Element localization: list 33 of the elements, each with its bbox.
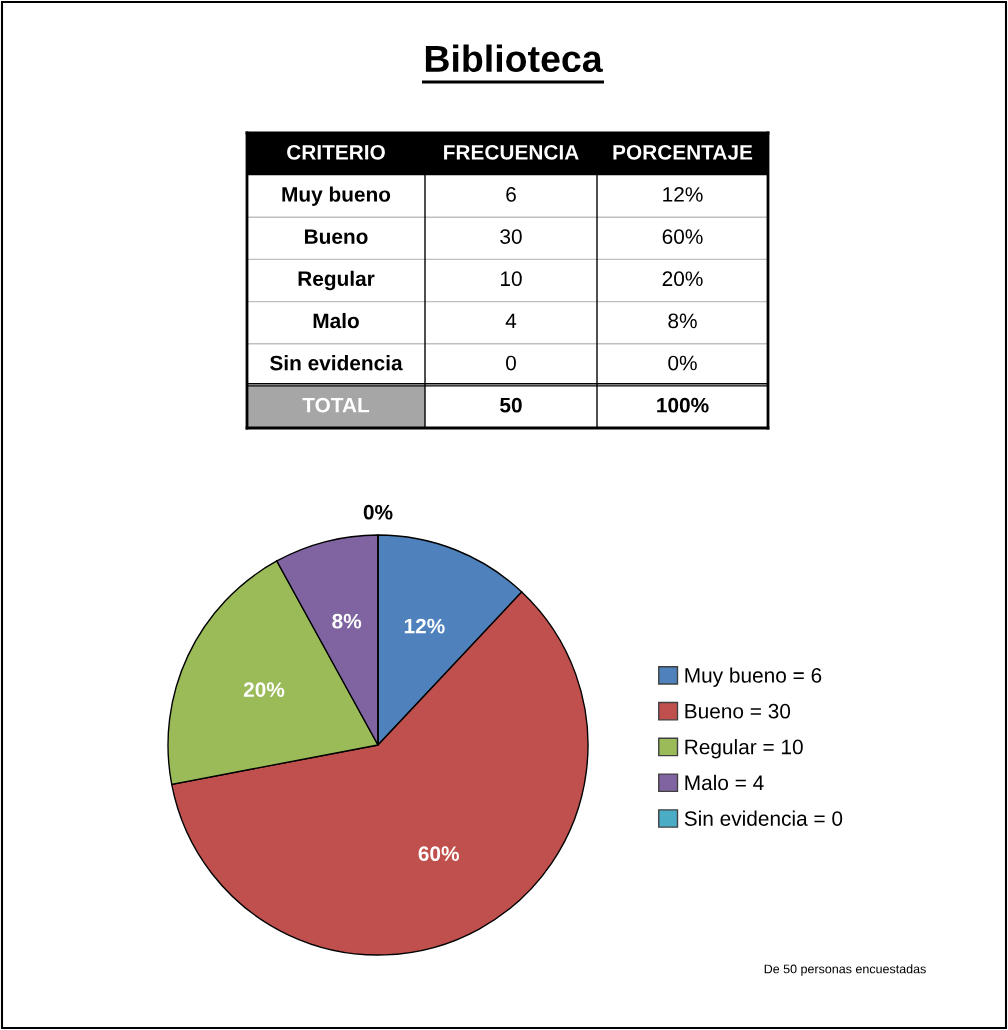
text: Sin evidencia xyxy=(270,355,403,371)
text: 20% xyxy=(662,271,703,287)
text: 50 xyxy=(500,397,522,413)
text: 0% xyxy=(363,504,393,520)
data-label: 60% xyxy=(418,846,459,862)
legend-label: Regular = 10 xyxy=(685,739,803,759)
text: Biblioteca xyxy=(425,44,603,73)
text: 8% xyxy=(668,313,697,329)
text: CRITERIO xyxy=(287,144,385,160)
text: 6 xyxy=(506,187,516,202)
text: 10 xyxy=(501,271,522,287)
legend-label: Sin evidencia = 0 xyxy=(684,810,843,826)
text: 0% xyxy=(668,355,697,371)
text: De 50 personas encuestadas xyxy=(764,964,926,976)
data-label: 20% xyxy=(243,682,285,697)
text: TOTAL xyxy=(302,397,370,413)
data-label: 8% xyxy=(332,613,362,629)
text: 12% xyxy=(663,187,703,202)
legend-label: Muy bueno = 6 xyxy=(685,667,822,687)
text: Muy bueno xyxy=(282,186,391,206)
data-label: 12% xyxy=(404,618,445,634)
text: Bueno xyxy=(304,229,368,244)
text: 100% xyxy=(657,397,709,413)
text: 4 xyxy=(505,313,517,329)
text: FRECUENCIA xyxy=(444,144,579,160)
text: Regular xyxy=(298,270,375,291)
text: 60% xyxy=(662,229,703,244)
legend-label: Bueno = 30 xyxy=(685,703,791,719)
text: Malo xyxy=(313,312,359,329)
legend-label: Malo = 4 xyxy=(685,774,764,791)
text: PORCENTAJE xyxy=(613,144,753,160)
text: 0 xyxy=(506,355,516,371)
text: 30 xyxy=(500,229,522,244)
